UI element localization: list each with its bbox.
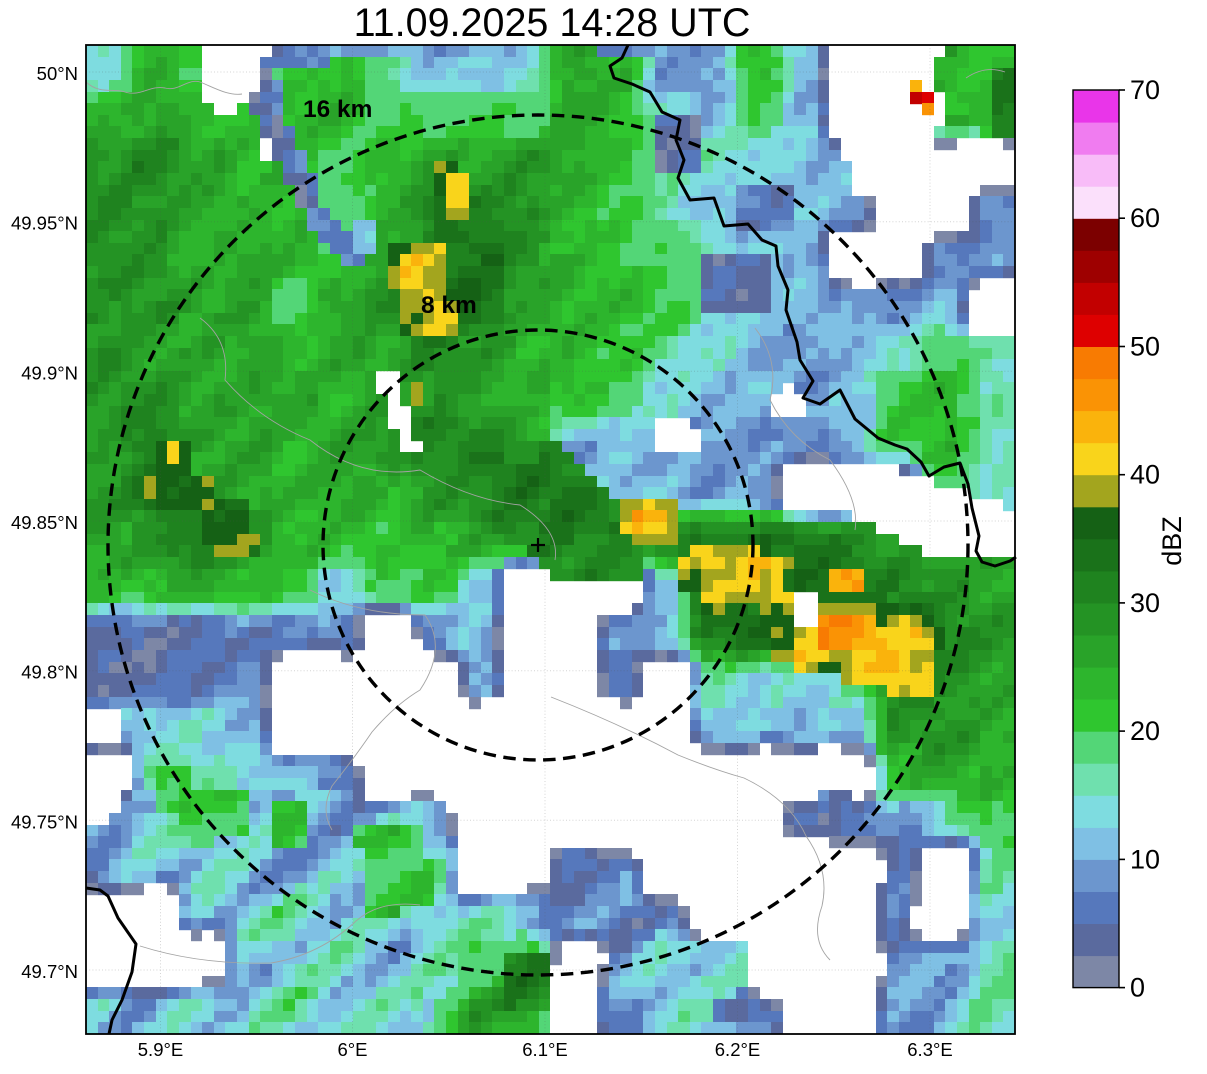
svg-text:dBZ: dBZ [1157, 516, 1187, 566]
svg-text:6.1°E: 6.1°E [522, 1039, 567, 1060]
svg-text:49.95°N: 49.95°N [11, 213, 78, 234]
svg-text:49.8°N: 49.8°N [21, 662, 78, 683]
svg-text:11.09.2025 14:28 UTC: 11.09.2025 14:28 UTC [354, 1, 751, 45]
svg-text:6.2°E: 6.2°E [715, 1039, 760, 1060]
svg-text:70: 70 [1130, 75, 1160, 105]
svg-text:49.75°N: 49.75°N [11, 811, 78, 832]
svg-text:49.7°N: 49.7°N [21, 961, 78, 982]
svg-text:40: 40 [1130, 460, 1160, 490]
svg-text:49.85°N: 49.85°N [11, 512, 78, 533]
svg-text:49.9°N: 49.9°N [21, 362, 78, 383]
svg-text:6°E: 6°E [337, 1039, 367, 1060]
svg-text:10: 10 [1130, 844, 1160, 874]
svg-text:16 km: 16 km [303, 96, 372, 123]
svg-text:20: 20 [1130, 716, 1160, 746]
svg-text:8 km: 8 km [421, 292, 477, 319]
svg-text:50°N: 50°N [37, 63, 78, 84]
svg-text:50: 50 [1130, 332, 1160, 362]
svg-text:5.9°E: 5.9°E [138, 1039, 183, 1060]
svg-text:30: 30 [1130, 588, 1160, 618]
svg-text:60: 60 [1130, 203, 1160, 233]
svg-text:0: 0 [1130, 973, 1145, 1003]
svg-text:6.3°E: 6.3°E [907, 1039, 952, 1060]
